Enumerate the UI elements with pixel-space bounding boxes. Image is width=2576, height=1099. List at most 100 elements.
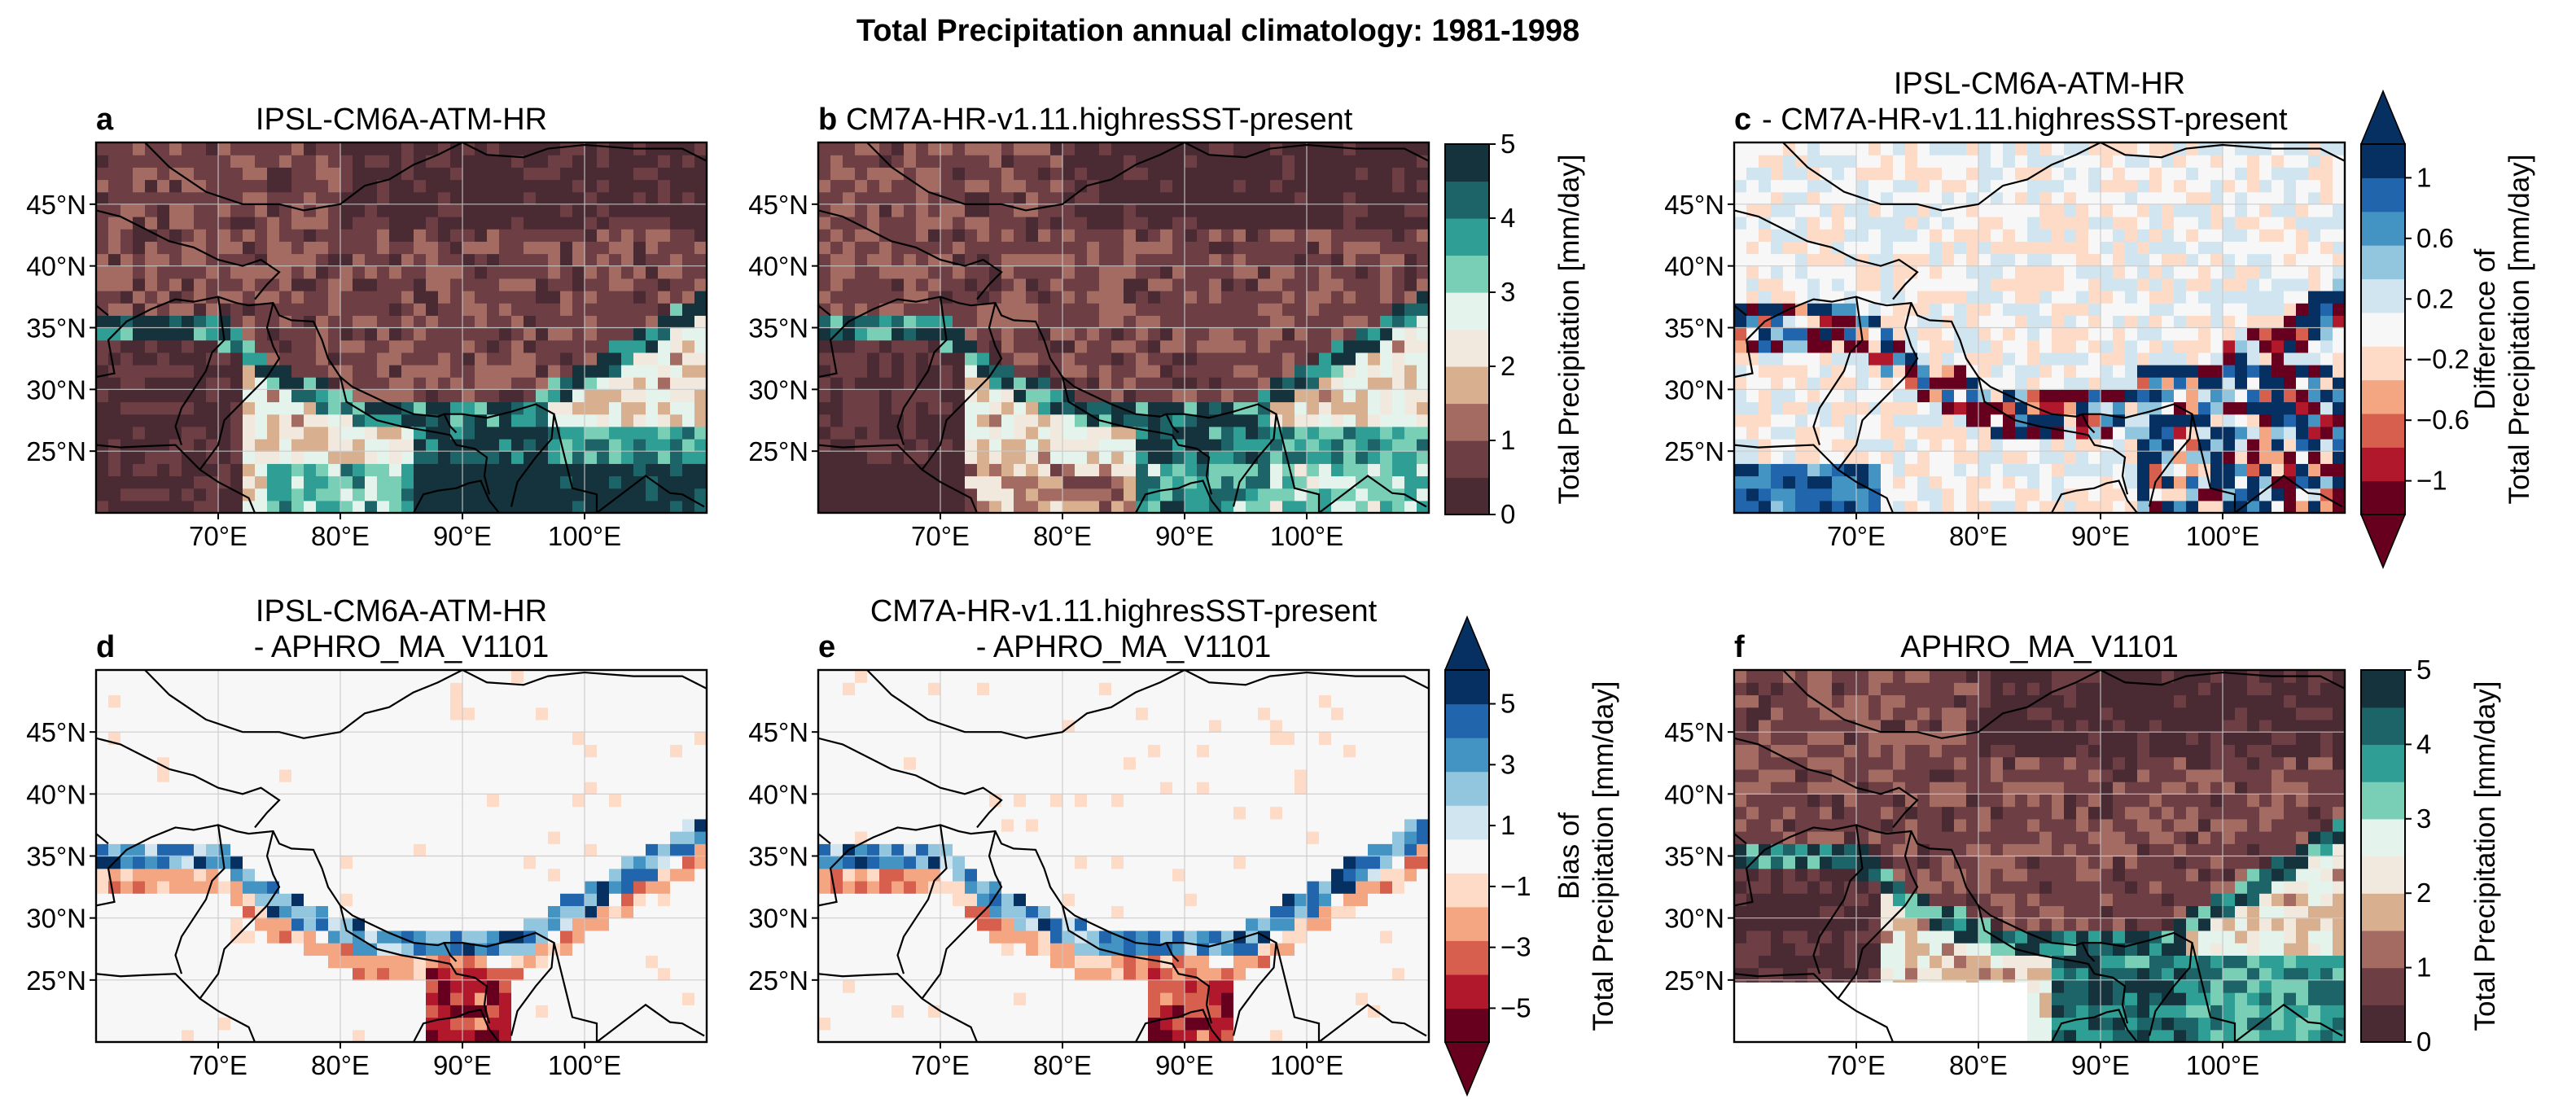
heatmap-cell bbox=[1258, 291, 1271, 304]
heatmap-cell bbox=[120, 401, 134, 415]
heatmap-cell bbox=[953, 475, 966, 489]
heatmap-cell bbox=[694, 265, 707, 279]
heatmap-cell bbox=[560, 500, 573, 513]
heatmap-cell bbox=[120, 979, 134, 993]
heatmap-cell bbox=[1734, 241, 1747, 255]
heatmap-cell bbox=[291, 365, 304, 378]
heatmap-cell bbox=[2296, 278, 2309, 291]
heatmap-cell bbox=[2088, 389, 2101, 403]
heatmap-cell bbox=[855, 426, 868, 440]
heatmap-cell bbox=[316, 327, 329, 341]
heatmap-cell bbox=[928, 229, 941, 242]
heatmap-cell bbox=[818, 315, 831, 329]
heatmap-cell bbox=[818, 426, 831, 440]
heatmap-cell bbox=[1099, 327, 1112, 341]
heatmap-cell bbox=[1881, 439, 1894, 452]
heatmap-cell bbox=[1331, 265, 1344, 279]
heatmap-cell bbox=[2296, 303, 2309, 316]
heatmap-cell bbox=[157, 794, 170, 808]
heatmap-cell bbox=[1148, 500, 1161, 513]
heatmap-cell bbox=[182, 142, 195, 155]
heatmap-cell bbox=[1026, 389, 1039, 403]
heatmap-cell bbox=[928, 253, 941, 267]
heatmap-cell bbox=[572, 291, 585, 304]
heatmap-cell bbox=[1014, 229, 1027, 242]
heatmap-cell bbox=[572, 327, 585, 341]
heatmap-cell bbox=[1197, 241, 1210, 255]
heatmap-cell bbox=[2333, 155, 2345, 168]
heatmap-cell bbox=[96, 917, 109, 931]
heatmap-cell bbox=[1368, 155, 1381, 168]
heatmap-cell bbox=[475, 327, 488, 341]
heatmap-cell bbox=[1233, 179, 1246, 193]
heatmap-cell bbox=[1917, 414, 1930, 427]
heatmap-cell bbox=[560, 488, 573, 501]
heatmap-cell bbox=[1380, 315, 1393, 329]
heatmap-cell bbox=[2125, 229, 2138, 242]
heatmap-cell bbox=[621, 265, 634, 279]
heatmap-cell bbox=[2015, 451, 2028, 464]
heatmap-cell bbox=[646, 327, 659, 341]
heatmap-cell bbox=[255, 204, 268, 217]
heatmap-cell bbox=[2186, 217, 2199, 230]
heatmap-cell bbox=[401, 241, 414, 255]
heatmap-cell bbox=[989, 241, 1002, 255]
heatmap-cell bbox=[940, 439, 953, 452]
heatmap-cell bbox=[2186, 253, 2199, 267]
heatmap-cell bbox=[96, 744, 109, 758]
heatmap-cell bbox=[572, 439, 585, 452]
heatmap-cell bbox=[977, 204, 990, 217]
heatmap-cell bbox=[1795, 500, 1808, 513]
heatmap-cell bbox=[2149, 179, 2162, 193]
heatmap-cell bbox=[1404, 463, 1417, 477]
heatmap-cell bbox=[499, 327, 512, 341]
heatmap-cell bbox=[1820, 155, 1833, 168]
heatmap-cell bbox=[1014, 500, 1027, 513]
heatmap-cell bbox=[904, 253, 917, 267]
heatmap-cell bbox=[1014, 142, 1027, 155]
heatmap-cell bbox=[243, 352, 256, 366]
heatmap-cell bbox=[1771, 265, 1784, 279]
heatmap-cell bbox=[682, 217, 695, 230]
heatmap-cell bbox=[1038, 167, 1051, 181]
heatmap-cell bbox=[670, 278, 683, 291]
heatmap-cell bbox=[560, 426, 573, 440]
heatmap-cell bbox=[1368, 229, 1381, 242]
heatmap-cell bbox=[2162, 179, 2175, 193]
heatmap-cell bbox=[1038, 365, 1051, 378]
heatmap-cell bbox=[2088, 451, 2101, 464]
heatmap-cell bbox=[855, 377, 868, 390]
heatmap-cell bbox=[1087, 352, 1100, 366]
heatmap-cell bbox=[1087, 291, 1100, 304]
heatmap-cell bbox=[1258, 426, 1271, 440]
heatmap-cell bbox=[243, 265, 256, 279]
heatmap-cell bbox=[1380, 155, 1393, 168]
heatmap-cell bbox=[1942, 217, 1955, 230]
heatmap-cell bbox=[145, 943, 158, 956]
heatmap-cell bbox=[879, 352, 892, 366]
heatmap-cell bbox=[1136, 142, 1149, 155]
heatmap-cell bbox=[1209, 265, 1222, 279]
heatmap-cell bbox=[2125, 365, 2138, 378]
heatmap-cell bbox=[438, 488, 451, 501]
heatmap-cell bbox=[1942, 463, 1955, 477]
heatmap-cell bbox=[218, 389, 231, 403]
heatmap-cell bbox=[609, 155, 622, 168]
heatmap-cell bbox=[487, 451, 500, 464]
heatmap-cell bbox=[572, 377, 585, 390]
heatmap-cell bbox=[892, 179, 905, 193]
heatmap-cell bbox=[279, 191, 292, 205]
heatmap-cell bbox=[940, 217, 953, 230]
heatmap-cell bbox=[450, 475, 463, 489]
heatmap-cell bbox=[2088, 253, 2101, 267]
heatmap-cell bbox=[1404, 315, 1417, 329]
heatmap-cell bbox=[2186, 339, 2199, 353]
heatmap-cell bbox=[1282, 167, 1295, 181]
heatmap-cell bbox=[2296, 352, 2309, 366]
heatmap-cell bbox=[1978, 142, 1991, 155]
heatmap-cell bbox=[133, 315, 146, 329]
heatmap-cell bbox=[916, 377, 929, 390]
heatmap-cell bbox=[1282, 253, 1295, 267]
heatmap-cell bbox=[928, 315, 941, 329]
heatmap-cell bbox=[658, 229, 671, 242]
